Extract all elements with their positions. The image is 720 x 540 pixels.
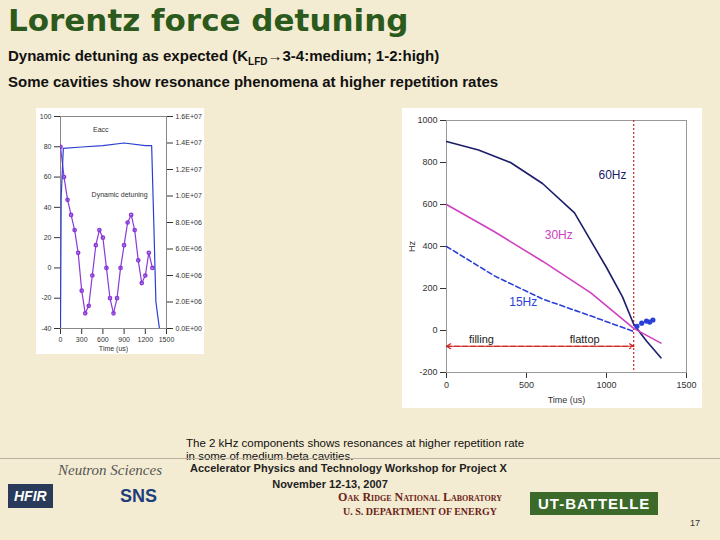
- svg-text:0: 0: [59, 336, 63, 343]
- svg-text:400: 400: [422, 241, 437, 251]
- svg-text:200: 200: [422, 283, 437, 293]
- html-text:The 2 kHz components shows res: The 2 kHz components shows resonances at…: [186, 437, 525, 462]
- svg-text:600: 600: [422, 199, 437, 209]
- svg-text:Time (us): Time (us): [548, 395, 586, 405]
- svg-text:4.0E+06: 4.0E+06: [176, 272, 202, 279]
- svg-text:800: 800: [422, 157, 437, 167]
- svg-text:600: 600: [97, 336, 109, 343]
- html-text:Neutron Sciences: Neutron Sciences: [58, 462, 162, 478]
- svg-text:20: 20: [44, 234, 52, 241]
- svg-text:filling: filling: [469, 333, 494, 345]
- html-text:UT-BATTELLE: UT-BATTELLE: [538, 495, 651, 512]
- svg-text:1.0E+07: 1.0E+07: [176, 192, 202, 199]
- svg-text:900: 900: [118, 336, 130, 343]
- svg-text:0: 0: [444, 380, 449, 390]
- svg-text:1.2E+07: 1.2E+07: [176, 166, 202, 173]
- svg-text:60: 60: [44, 173, 52, 180]
- svg-text:Dynamic detuning: Dynamic detuning: [92, 191, 148, 199]
- svg-text:1000: 1000: [417, 115, 437, 125]
- html-text:17: 17: [690, 518, 700, 528]
- svg-text:0: 0: [432, 325, 437, 335]
- svg-text:-200: -200: [419, 367, 437, 377]
- html-text:Oak Ridge National Laboratory: Oak Ridge National Laboratory: [338, 490, 502, 504]
- svg-text:1200: 1200: [138, 336, 154, 343]
- svg-text:1.4E+07: 1.4E+07: [176, 139, 202, 146]
- svg-text:0: 0: [48, 264, 52, 271]
- svg-text:Time (us): Time (us): [99, 345, 128, 353]
- svg-text:8.0E+06: 8.0E+06: [176, 219, 202, 226]
- svg-text:80: 80: [44, 143, 52, 150]
- svg-text:Eacc: Eacc: [93, 126, 109, 133]
- svg-text:1.6E+07: 1.6E+07: [176, 113, 202, 120]
- html-text:November 12-13, 2007: November 12-13, 2007: [272, 478, 388, 490]
- svg-text:30Hz: 30Hz: [545, 228, 573, 242]
- svg-text:flattop: flattop: [570, 333, 600, 345]
- svg-text:15Hz: 15Hz: [509, 295, 537, 309]
- html-text:Accelerator Physics and Techno: Accelerator Physics and Technology Works…: [190, 462, 507, 474]
- html-text:Some cavities show resonance p: Some cavities show resonance phenomena a…: [8, 73, 499, 90]
- svg-text:1500: 1500: [676, 380, 696, 390]
- svg-text:2.0E+06: 2.0E+06: [176, 298, 202, 305]
- svg-text:1500: 1500: [159, 336, 175, 343]
- svg-text:300: 300: [76, 336, 88, 343]
- svg-text:100: 100: [40, 113, 52, 120]
- svg-text:6.0E+06: 6.0E+06: [176, 245, 202, 252]
- svg-text:1000: 1000: [596, 380, 616, 390]
- svg-text:Hz: Hz: [407, 241, 417, 252]
- svg-text:-40: -40: [41, 325, 51, 332]
- svg-text:-20: -20: [41, 294, 51, 301]
- html-text:Lorentz force detuning: Lorentz force detuning: [8, 2, 409, 38]
- svg-text:60Hz: 60Hz: [599, 168, 627, 182]
- svg-text:500: 500: [519, 380, 534, 390]
- html-text:SNS: SNS: [120, 486, 157, 506]
- html-text:HFIR: HFIR: [14, 488, 47, 504]
- html-text:U. S. DEPARTMENT OF ENERGY: U. S. DEPARTMENT OF ENERGY: [343, 506, 497, 517]
- svg-text:0.0E+00: 0.0E+00: [176, 325, 202, 332]
- svg-text:40: 40: [44, 204, 52, 211]
- html-text:Dynamic detuning as expected (: Dynamic detuning as expected (KLFD→3-4:m…: [8, 47, 440, 67]
